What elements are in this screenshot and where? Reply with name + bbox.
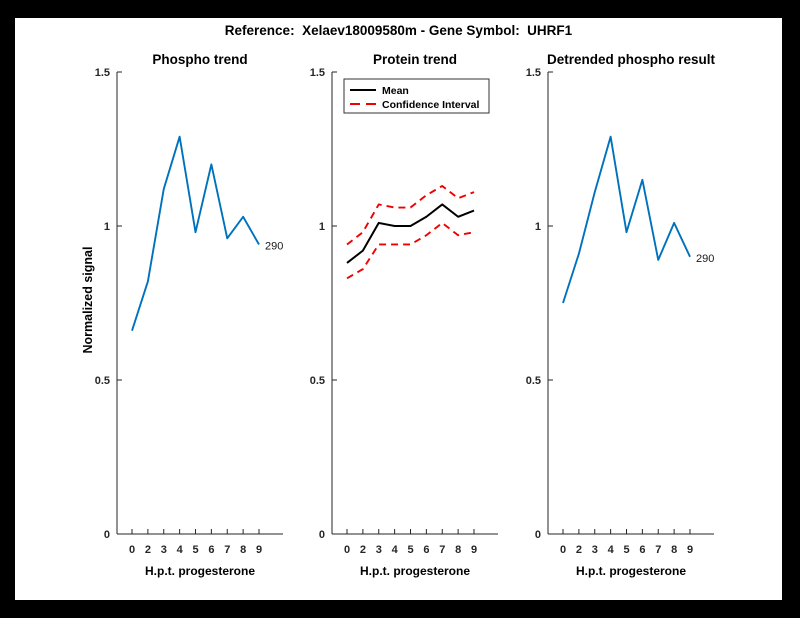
x-tick-label: 4 <box>177 544 184 556</box>
y-tick-label: 0.5 <box>526 375 541 387</box>
subplot-phospho-trend: Phospho trend 0 0.5 1 1.5 0 2 3 4 5 6 7 8 9 H.p.t. pro… <box>57 43 287 591</box>
x-axis-label: H.p.t. progesterone <box>576 564 686 578</box>
series-end-label: 290 <box>696 253 714 265</box>
x-tick-label: 6 <box>208 544 214 556</box>
x-tick-label: 2 <box>145 544 151 556</box>
mean-line <box>346 203 475 264</box>
x-tick-label: 3 <box>376 544 382 556</box>
x-tick-label: 9 <box>256 544 262 556</box>
y-tick-label: 0.5 <box>95 375 110 387</box>
subplot-detrended-phospho-result: Detrended phospho result 0 0.5 1 1.5 0 2 3 4 5 6 7 8… <box>488 43 718 591</box>
x-tick-label: 3 <box>161 544 167 556</box>
x-tick-label: 5 <box>192 544 198 556</box>
x-axis-label: H.p.t. progesterone <box>145 564 255 578</box>
x-tick-label: 4 <box>392 544 399 556</box>
y-tick-label: 1 <box>319 221 325 233</box>
x-tick-label: 6 <box>639 544 645 556</box>
legend: Mean Confidence Interval <box>343 78 490 114</box>
figure-canvas: Reference: Xelaev18009580m - Gene Symbol… <box>15 18 782 600</box>
x-tick-label: 0 <box>129 544 135 556</box>
x-tick-label: 5 <box>407 544 413 556</box>
y-tick-label: 0 <box>104 529 110 541</box>
x-tick-label: 7 <box>655 544 661 556</box>
subplot-title: Detrended phospho result <box>547 52 716 67</box>
x-tick-label: 7 <box>224 544 230 556</box>
x-tick-label: 9 <box>471 544 477 556</box>
x-tick-label: 8 <box>240 544 246 556</box>
ci-lower-line <box>346 221 475 280</box>
legend-entry-label: Confidence Interval <box>382 99 480 111</box>
y-tick-label: 0 <box>319 529 325 541</box>
legend-box <box>343 78 490 114</box>
y-tick-label: 1 <box>104 221 110 233</box>
ci-upper-line <box>346 185 475 246</box>
x-axis-label: H.p.t. progesterone <box>360 564 470 578</box>
x-tick-label: 2 <box>360 544 366 556</box>
x-tick-label: 0 <box>560 544 566 556</box>
y-tick-label: 1.5 <box>526 67 541 79</box>
x-tick-label: 8 <box>671 544 677 556</box>
x-tick-label: 2 <box>576 544 582 556</box>
x-tick-label: 4 <box>608 544 615 556</box>
x-tick-label: 0 <box>344 544 350 556</box>
legend-entry-label: Mean <box>382 85 409 97</box>
y-tick-label: 1.5 <box>310 67 325 79</box>
x-tick-label: 7 <box>439 544 445 556</box>
x-tick-label: 3 <box>592 544 598 556</box>
subplot-title: Phospho trend <box>152 52 247 67</box>
x-tick-label: 9 <box>687 544 693 556</box>
x-tick-label: 8 <box>455 544 461 556</box>
subplot-title: Protein trend <box>373 52 457 67</box>
figure-title: Reference: Xelaev18009580m - Gene Symbol… <box>224 23 573 38</box>
x-tick-label: 5 <box>623 544 629 556</box>
detrended-phospho-line <box>562 135 691 304</box>
series-end-label: 290 <box>265 240 283 252</box>
y-tick-label: 1.5 <box>95 67 110 79</box>
phospho-signal-line <box>131 135 260 332</box>
y-tick-label: 1 <box>535 221 541 233</box>
y-tick-label: 0 <box>535 529 541 541</box>
x-tick-label: 6 <box>423 544 429 556</box>
y-tick-label: 0.5 <box>310 375 325 387</box>
subplot-protein-trend: Protein trend 0 0.5 1 1.5 0 2 3 4 5 6 7 8 9 H.p.t. pro… <box>272 43 502 591</box>
